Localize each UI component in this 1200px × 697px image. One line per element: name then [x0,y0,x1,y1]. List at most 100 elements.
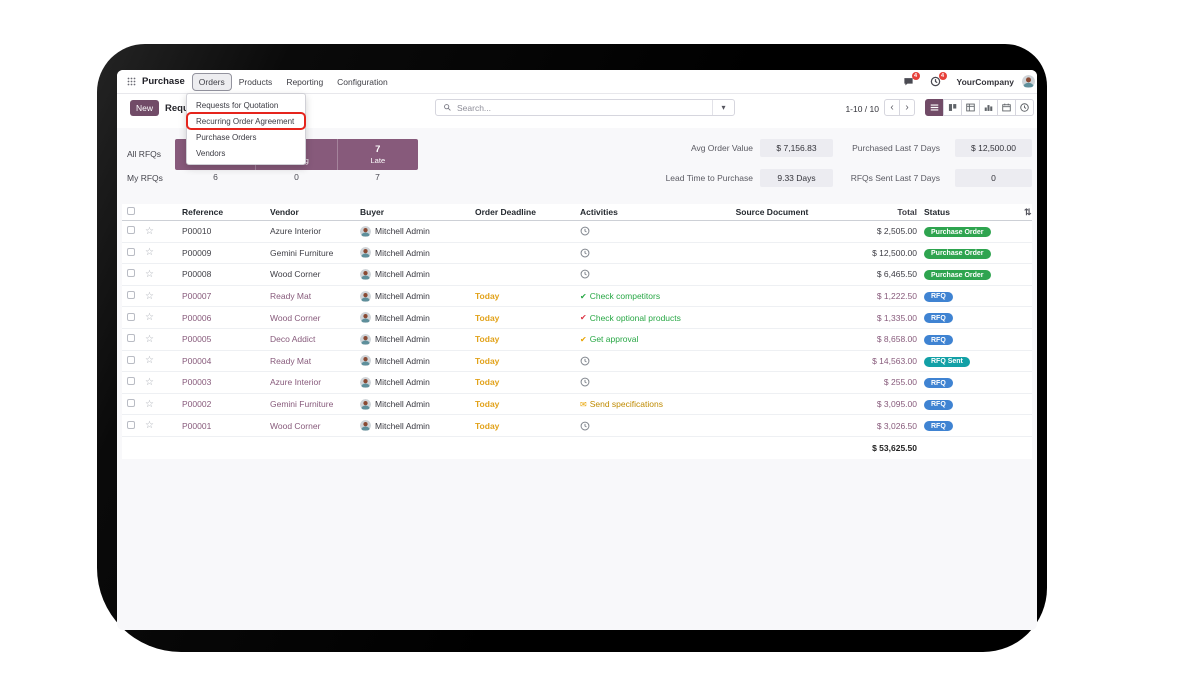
header-buyer[interactable]: Buyer [360,207,385,217]
top-navbar: Purchase Orders Products Reporting Confi… [117,70,1037,94]
pager-previous-button[interactable]: ‹ [884,99,900,116]
activity-cell[interactable] [572,226,694,236]
view-graph-button[interactable] [979,99,998,116]
row-checkbox[interactable] [127,269,135,278]
table-row[interactable]: ☆ P00004 Ready Mat Mitchell Admin Today … [122,351,1032,373]
favorite-star-icon[interactable]: ☆ [145,376,154,388]
favorite-star-icon[interactable]: ☆ [145,247,154,259]
header-source-document[interactable]: Source Document [735,207,809,217]
menu-orders[interactable]: Orders [191,72,232,91]
favorite-star-icon[interactable]: ☆ [145,420,154,432]
row-checkbox[interactable] [127,399,135,408]
status-badge: RFQ [924,399,953,410]
row-checkbox[interactable] [127,355,135,364]
favorite-star-icon[interactable]: ☆ [145,312,154,324]
menu-products[interactable]: Products [238,76,273,87]
reference-cell: P00005 [182,334,212,345]
app-name[interactable]: Purchase [142,76,185,87]
header-total[interactable]: Total [897,207,917,217]
header-activities[interactable]: Activities [580,207,618,217]
rfqs-sent-7days-value: 0 [955,169,1032,187]
all-rfqs-label[interactable]: All RFQs [127,149,161,159]
menu-item-recurring-order-agreement[interactable]: Recurring Order Agreement [186,112,306,130]
table-row[interactable]: ☆ P00008 Wood Corner Mitchell Admin $ 6,… [122,264,1032,286]
activities-icon[interactable]: 4 [930,72,947,87]
menu-item-purchase-orders[interactable]: Purchase Orders [196,132,257,142]
my-to-send-count[interactable]: 6 [213,172,218,182]
row-checkbox[interactable] [127,247,135,256]
table-row[interactable]: ☆ P00007 Ready Mat Mitchell Admin Today … [122,286,1032,308]
view-activity-button[interactable] [1015,99,1034,116]
activity-cell[interactable] [572,421,694,431]
header-order-deadline[interactable]: Order Deadline [475,207,536,217]
apps-menu-icon[interactable] [127,77,136,86]
menu-item-requests-for-quotation[interactable]: Requests for Quotation [196,100,279,110]
header-vendor[interactable]: Vendor [270,207,299,217]
activity-cell[interactable]: ✔ Check competitors [572,291,694,301]
row-checkbox[interactable] [127,420,135,429]
my-late-count[interactable]: 7 [375,172,380,182]
my-rfqs-counts: 6 0 7 [175,172,418,182]
row-checkbox[interactable] [127,312,135,321]
table-row[interactable]: ☆ P00010 Azure Interior Mitchell Admin $… [122,221,1032,243]
vendor-cell: Wood Corner [270,312,321,323]
search-bar[interactable]: ▾ [435,99,735,116]
row-checkbox[interactable] [127,291,135,300]
total-cell: $ 8,658.00 [876,334,917,345]
table-row[interactable]: ☆ P00002 Gemini Furniture Mitchell Admin… [122,394,1032,416]
activity-cell[interactable]: ✔ Check optional products [572,313,694,323]
view-pivot-button[interactable] [961,99,980,116]
favorite-star-icon[interactable]: ☆ [145,268,154,280]
orders-dropdown-menu: Requests for Quotation Recurring Order A… [186,93,306,165]
menu-configuration[interactable]: Configuration [337,76,388,87]
user-avatar[interactable] [1022,75,1035,88]
favorite-star-icon[interactable]: ☆ [145,290,154,302]
table-row[interactable]: ☆ P00001 Wood Corner Mitchell Admin Toda… [122,415,1032,437]
late-block[interactable]: 7 Late [338,139,418,170]
table-row[interactable]: ☆ P00003 Azure Interior Mitchell Admin T… [122,372,1032,394]
company-name[interactable]: YourCompany [956,76,1014,87]
favorite-star-icon[interactable]: ☆ [145,398,154,410]
my-rfqs-label[interactable]: My RFQs [127,173,163,183]
adjust-columns-icon[interactable]: ⇅ [1024,206,1032,217]
activity-cell[interactable] [572,377,694,387]
header-status[interactable]: Status [924,207,950,217]
buyer-cell: Mitchell Admin [352,333,467,345]
favorite-star-icon[interactable]: ☆ [145,225,154,237]
total-cell: $ 3,026.50 [876,420,917,431]
search-input[interactable] [457,102,712,113]
view-kanban-button[interactable] [943,99,962,116]
activity-cell[interactable] [572,269,694,279]
row-checkbox[interactable] [127,226,135,235]
buyer-name: Mitchell Admin [375,334,430,345]
view-list-button[interactable] [925,99,944,116]
buyer-cell: Mitchell Admin [352,268,467,280]
deadline-cell: Today [475,420,500,431]
favorite-star-icon[interactable]: ☆ [145,333,154,345]
my-waiting-count[interactable]: 0 [294,172,299,182]
menu-item-vendors[interactable]: Vendors [196,148,226,158]
select-all-checkbox[interactable] [127,207,135,215]
header-reference[interactable]: Reference [182,207,224,217]
table-row[interactable]: ☆ P00005 Deco Addict Mitchell Admin Toda… [122,329,1032,351]
activity-cell[interactable] [572,248,694,258]
new-button[interactable]: New [130,100,159,116]
row-checkbox[interactable] [127,377,135,386]
reference-cell: P00004 [182,355,212,366]
buyer-name: Mitchell Admin [375,269,430,280]
search-dropdown-toggle-icon[interactable]: ▾ [712,100,734,115]
pager-next-button[interactable]: › [899,99,915,116]
table-row[interactable]: ☆ P00006 Wood Corner Mitchell Admin Toda… [122,307,1032,329]
table-row[interactable]: ☆ P00009 Gemini Furniture Mitchell Admin… [122,243,1032,265]
activity-cell[interactable] [572,356,694,366]
favorite-star-icon[interactable]: ☆ [145,355,154,367]
reference-cell: P00007 [182,291,212,302]
messages-icon[interactable]: 4 [903,72,920,87]
buyer-name: Mitchell Admin [375,355,430,366]
row-checkbox[interactable] [127,334,135,343]
view-calendar-button[interactable] [997,99,1016,116]
activity-cell[interactable]: ✉ Send specifications [572,399,694,409]
menu-reporting[interactable]: Reporting [286,76,324,87]
activity-clock-icon [580,421,590,431]
activity-cell[interactable]: ✔ Get approval [572,334,694,344]
